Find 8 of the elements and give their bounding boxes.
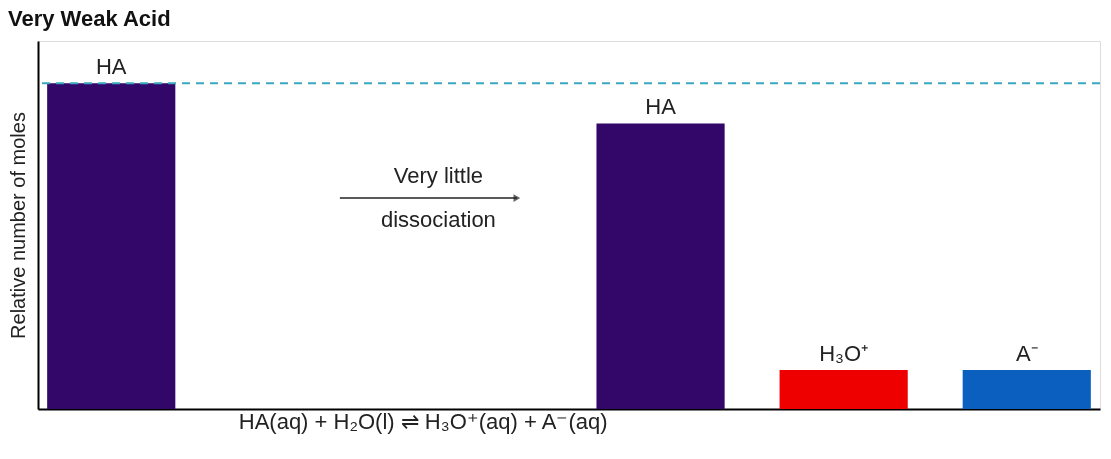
annotation: Very little dissociation xyxy=(380,163,496,233)
x-tick-label: HA xyxy=(645,94,677,120)
x-tick-label: H₃O⁺ xyxy=(819,340,869,366)
x-tick-label: HA xyxy=(95,54,127,80)
x-tick-label: A⁻ xyxy=(1015,340,1038,366)
chart-title: Very Weak Acid xyxy=(8,6,171,31)
y-axis-title: Relative number of moles xyxy=(6,112,29,339)
annotation: HA(aq) + H₂O(l) ⇌ H₃O⁺(aq) + A⁻(aq) xyxy=(238,409,608,434)
